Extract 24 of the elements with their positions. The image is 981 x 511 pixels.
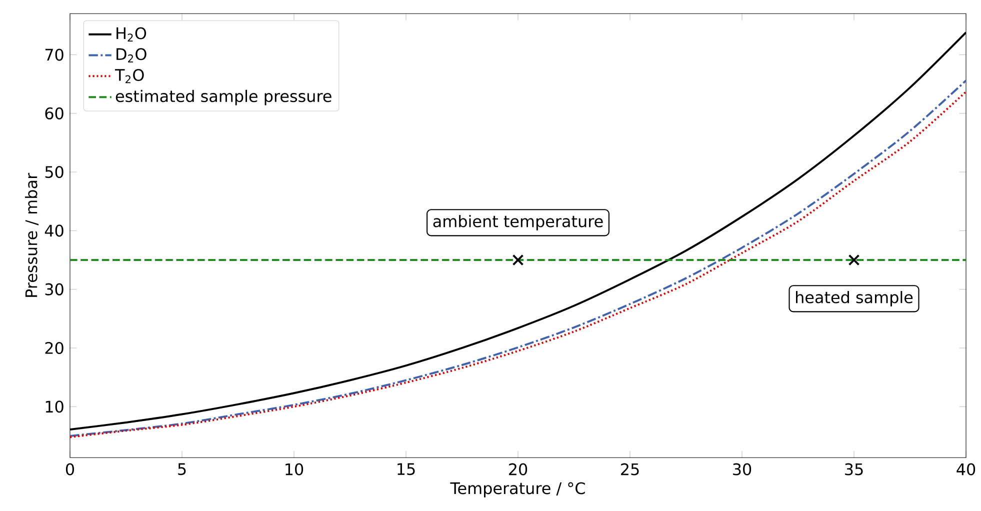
y-axis-title: Pressure / mbar: [24, 172, 39, 297]
legend-label: D$_{2}$O: [116, 48, 146, 62]
x-tick-label: 25: [621, 463, 639, 476]
x-tick-label: 20: [509, 463, 528, 476]
x-tick-label: 30: [733, 463, 752, 476]
y-tick-label: 50: [45, 166, 64, 178]
annotation: ambient temperature: [433, 214, 603, 230]
x-tick-label: 10: [286, 463, 304, 476]
x-tick-label: 40: [956, 463, 976, 476]
legend-label: T$_{2}$O: [114, 68, 144, 84]
x-tick-label: 15: [398, 463, 415, 476]
legend-label: estimated sample pressure: [116, 90, 332, 106]
y-tick-label: 20: [45, 342, 64, 354]
x-tick-label: 0: [66, 463, 74, 476]
y-tick-label: 60: [45, 107, 64, 120]
x-axis-title: Temperature / °C: [450, 482, 585, 498]
y-tick-label: 30: [45, 283, 64, 296]
annotation: heated sample: [796, 290, 913, 306]
y-tick-label: 70: [45, 48, 64, 61]
y-tick-label: 10: [46, 400, 64, 413]
legend-label: H$_{2}$O: [116, 27, 146, 42]
x-tick-label: 35: [845, 463, 863, 476]
y-tick-label: 40: [44, 224, 64, 237]
x-tick-label: 5: [178, 463, 186, 476]
